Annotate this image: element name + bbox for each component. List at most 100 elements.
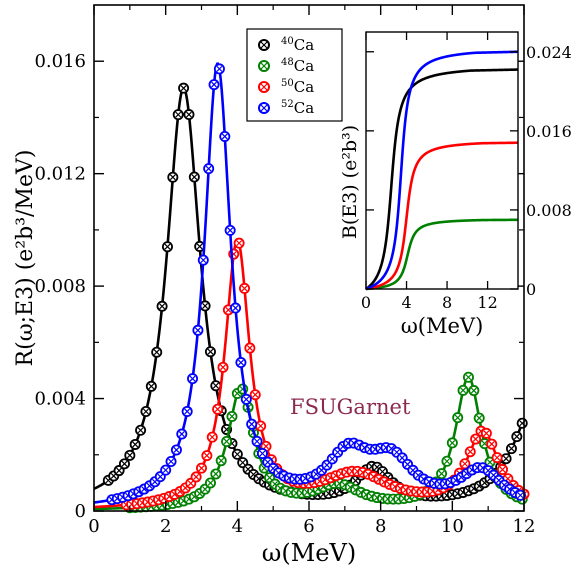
data-point [452, 412, 464, 424]
x-tick-label: 12 [513, 516, 536, 537]
x-tick-label: 0 [88, 516, 99, 537]
data-point [124, 449, 136, 461]
inset-series-line-48Ca [365, 218, 518, 291]
data-point [118, 458, 130, 470]
data-point [224, 224, 236, 236]
data-point [151, 346, 163, 358]
data-point [500, 453, 512, 465]
data-point [468, 385, 480, 397]
y-tick-label: 0 [75, 501, 86, 522]
x-tick-label: 4 [232, 516, 243, 537]
data-point [238, 282, 250, 294]
main-plot-marks [93, 62, 530, 514]
inset-x-axis-title: ω(MeV) [401, 314, 484, 338]
data-point [192, 324, 204, 336]
data-point [176, 428, 188, 440]
y-axis-title: R(ω;E3) (e²b³/MeV) [13, 150, 38, 367]
series-52Ca [93, 62, 526, 506]
data-point [178, 82, 190, 94]
x-tick-label: 8 [375, 516, 386, 537]
data-point [436, 468, 448, 480]
data-point [187, 373, 199, 385]
inset-x-tick-label: 4 [401, 293, 411, 312]
data-point [441, 455, 453, 467]
legend-label: 52Ca [281, 99, 314, 117]
data-point [256, 447, 268, 459]
annotation-label: FSUGarnet [290, 395, 411, 419]
data-point [246, 418, 258, 430]
data-point [129, 438, 141, 450]
legend-mass-number: 50 [281, 78, 294, 89]
data-point [165, 456, 177, 468]
data-point [496, 464, 508, 476]
legend-marker-cross [260, 62, 268, 70]
data-point [255, 420, 267, 432]
legend-marker-cross [260, 83, 268, 91]
data-point [231, 448, 243, 460]
data-point [199, 300, 211, 312]
data-point [208, 79, 220, 91]
data-point [470, 433, 482, 445]
data-point [204, 477, 216, 489]
inset-axis-ticks: 0 4 8 12 0 0.008 0.016 0.024 [361, 32, 572, 312]
data-point [203, 163, 215, 175]
data-point [217, 361, 229, 373]
legend-element: Ca [294, 57, 314, 75]
data-point [446, 437, 458, 449]
data-point [486, 438, 498, 450]
inset-series-line-40Ca [365, 68, 519, 291]
data-point [195, 462, 207, 474]
legend-marker-cross [260, 104, 268, 112]
data-point [491, 452, 503, 464]
x-axis-title: ω(MeV) [262, 539, 356, 567]
main-axis-ticks: 0 2 4 6 8 10 12 0 0.004 0.008 0.012 0.016 [34, 5, 535, 537]
legend-mass-number: 52 [281, 99, 294, 110]
inset-x-tick-label: 12 [477, 293, 497, 312]
data-point [161, 241, 173, 253]
data-point [215, 455, 227, 467]
data-point [167, 171, 179, 183]
data-point [206, 431, 218, 443]
legend-element: Ca [294, 78, 314, 96]
x-tick-label: 2 [160, 516, 171, 537]
data-point [145, 380, 157, 392]
data-point [230, 302, 242, 314]
data-point [457, 384, 469, 396]
data-point [140, 405, 152, 417]
data-point [464, 446, 476, 458]
inset-x-tick-label: 8 [442, 293, 452, 312]
inset-series-line-50Ca [365, 141, 519, 291]
data-point [251, 435, 263, 447]
legend-entry-40Ca: 40Ca [258, 36, 314, 54]
y-tick-label: 0.012 [34, 164, 86, 185]
data-point [233, 237, 245, 249]
data-point [240, 393, 252, 405]
data-point [459, 458, 471, 470]
data-point [514, 489, 526, 501]
data-point [505, 443, 517, 455]
inset-y-tick-label: 0.016 [526, 122, 572, 141]
data-point [511, 431, 523, 443]
legend-entry-52Ca: 52Ca [258, 99, 314, 117]
data-point [219, 130, 231, 142]
data-point [235, 357, 247, 369]
legend-element: Ca [294, 36, 314, 54]
legend-marker-cross [260, 41, 268, 49]
data-point [213, 63, 225, 75]
data-point [135, 424, 147, 436]
inset-y-tick-label: 0 [526, 280, 536, 299]
data-point [188, 171, 200, 183]
x-tick-label: 6 [303, 516, 314, 537]
legend-mass-number: 48 [281, 57, 294, 68]
legend-label: 50Ca [281, 78, 314, 96]
inset-series-line-52Ca [365, 50, 519, 291]
legend-entry-50Ca: 50Ca [258, 78, 314, 96]
data-point [210, 468, 222, 480]
data-point [185, 477, 197, 489]
data-point [197, 254, 209, 266]
data-point [181, 405, 193, 417]
data-point [201, 450, 213, 462]
data-point [462, 371, 474, 383]
